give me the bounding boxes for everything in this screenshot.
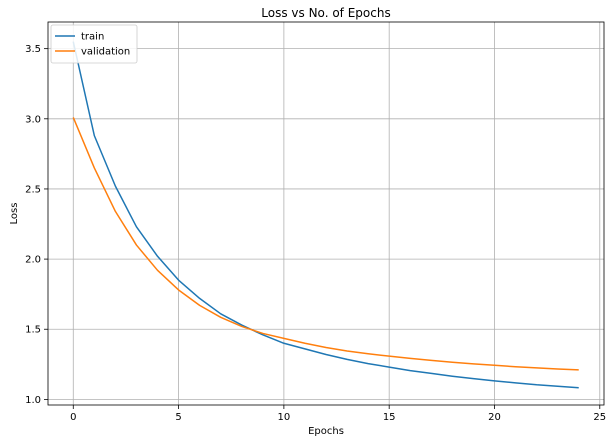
x-tick-label: 20 bbox=[488, 412, 501, 423]
legend-label-train: train bbox=[81, 32, 104, 43]
chart-title: Loss vs No. of Epochs bbox=[261, 6, 390, 20]
x-tick-label: 5 bbox=[175, 412, 181, 423]
y-axis-title: Loss bbox=[9, 203, 20, 225]
y-tick-label: 2.5 bbox=[25, 184, 41, 195]
x-tick-label: 25 bbox=[593, 412, 606, 423]
y-tick-label: 1.5 bbox=[25, 325, 41, 336]
y-tick-label: 2.0 bbox=[25, 255, 41, 266]
x-tick-label: 0 bbox=[70, 412, 76, 423]
series-lines bbox=[72, 41, 579, 389]
legend-box bbox=[50, 24, 138, 64]
x-axis-ticks: 0 5 10 15 20 25 bbox=[70, 405, 606, 423]
y-tick-label: 3.5 bbox=[25, 44, 41, 55]
legend-label-validation: validation bbox=[81, 47, 130, 58]
x-axis-title: Epochs bbox=[308, 426, 344, 437]
y-tick-label: 1.0 bbox=[25, 395, 41, 406]
y-axis-ticks: 1.0 1.5 2.0 2.5 3.0 3.5 bbox=[25, 44, 48, 406]
series-line-validation bbox=[72, 117, 579, 371]
legend: train validation bbox=[50, 24, 138, 64]
y-tick-label: 3.0 bbox=[25, 114, 41, 125]
grid bbox=[48, 22, 604, 405]
plot-frame bbox=[47, 21, 605, 406]
x-tick-label: 10 bbox=[278, 412, 291, 423]
x-tick-label: 15 bbox=[383, 412, 396, 423]
series-line-train bbox=[72, 41, 579, 389]
